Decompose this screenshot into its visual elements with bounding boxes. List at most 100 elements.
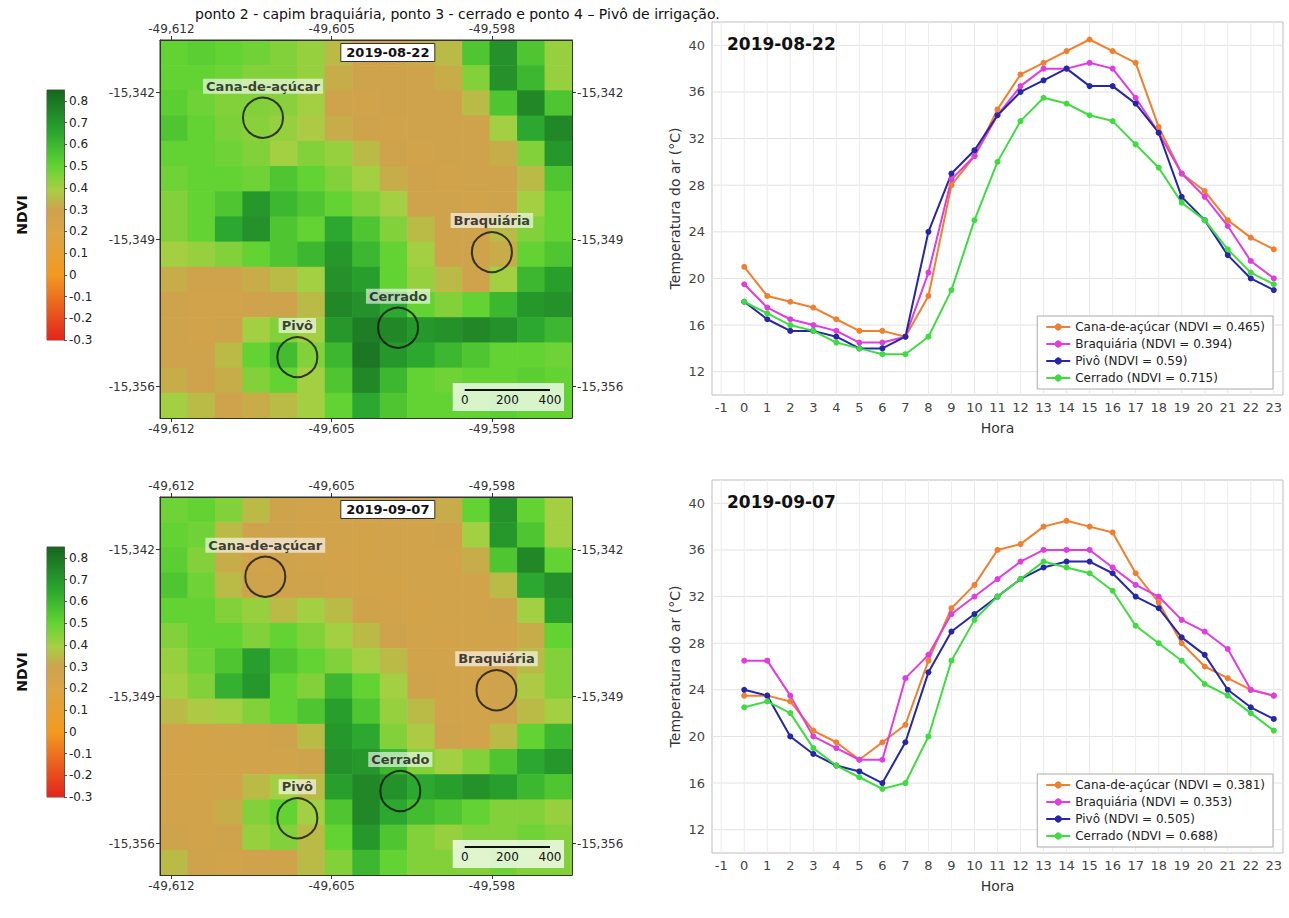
svg-text:Pivô: Pivô <box>282 779 313 794</box>
svg-text:-15,342: -15,342 <box>577 86 623 100</box>
svg-text:2019-09-07: 2019-09-07 <box>346 502 429 517</box>
svg-text:0.4: 0.4 <box>69 638 88 652</box>
svg-text:2019-08-22: 2019-08-22 <box>727 34 836 54</box>
svg-text:-0.2: -0.2 <box>69 311 92 325</box>
svg-text:Hora: Hora <box>981 878 1014 894</box>
svg-text:Cana-de-açúcar (NDVI = 0.381): Cana-de-açúcar (NDVI = 0.381) <box>1075 778 1265 792</box>
svg-text:22: 22 <box>1242 400 1259 415</box>
svg-text:Cana-de-açúcar (NDVI = 0.465): Cana-de-açúcar (NDVI = 0.465) <box>1075 320 1265 334</box>
svg-text:36: 36 <box>688 84 705 99</box>
svg-text:-0.1: -0.1 <box>69 290 92 304</box>
svg-text:Braquiária: Braquiária <box>454 213 531 228</box>
svg-text:1: 1 <box>763 858 771 873</box>
svg-text:200: 200 <box>496 850 519 864</box>
svg-text:22: 22 <box>1242 858 1259 873</box>
svg-text:Temperatura do ar (°C): Temperatura do ar (°C) <box>667 128 683 291</box>
svg-text:-0.3: -0.3 <box>69 333 92 347</box>
svg-text:Temperatura do ar (°C): Temperatura do ar (°C) <box>667 586 683 749</box>
svg-text:-15,356: -15,356 <box>109 380 155 394</box>
svg-text:Braquiária: Braquiária <box>458 651 535 666</box>
svg-text:-15,356: -15,356 <box>577 380 623 394</box>
svg-text:-49,612: -49,612 <box>148 879 194 893</box>
svg-text:15: 15 <box>1081 858 1098 873</box>
svg-text:-49,598: -49,598 <box>469 22 515 36</box>
svg-text:0.3: 0.3 <box>69 660 88 674</box>
svg-text:21: 21 <box>1219 858 1236 873</box>
svg-text:-0.1: -0.1 <box>69 747 92 761</box>
svg-text:-15,342: -15,342 <box>109 86 155 100</box>
svg-text:32: 32 <box>688 131 705 146</box>
svg-text:Cerrado: Cerrado <box>369 289 427 304</box>
svg-text:-1: -1 <box>715 400 728 415</box>
svg-text:-49,612: -49,612 <box>148 479 194 493</box>
svg-text:23: 23 <box>1266 400 1283 415</box>
svg-text:0.7: 0.7 <box>69 573 88 587</box>
svg-text:0.5: 0.5 <box>69 159 88 173</box>
svg-text:13: 13 <box>1035 858 1052 873</box>
svg-text:0: 0 <box>740 858 748 873</box>
svg-text:16: 16 <box>1104 400 1121 415</box>
svg-text:0: 0 <box>461 850 469 864</box>
svg-text:ponto 2 - capim braquiária, po: ponto 2 - capim braquiária, ponto 3 - ce… <box>195 6 720 22</box>
svg-text:Braquiária (NDVI = 0.353): Braquiária (NDVI = 0.353) <box>1075 795 1232 809</box>
svg-text:0.2: 0.2 <box>69 681 88 695</box>
svg-text:9: 9 <box>947 858 955 873</box>
svg-text:-49,605: -49,605 <box>309 879 355 893</box>
svg-text:14: 14 <box>1058 858 1075 873</box>
svg-text:10: 10 <box>966 400 983 415</box>
svg-text:-1: -1 <box>715 858 728 873</box>
svg-text:0.8: 0.8 <box>69 551 88 565</box>
svg-text:-49,612: -49,612 <box>148 22 194 36</box>
svg-text:0.1: 0.1 <box>69 246 88 260</box>
svg-text:-15,349: -15,349 <box>109 233 155 247</box>
svg-text:12: 12 <box>1012 400 1029 415</box>
svg-text:20: 20 <box>688 271 705 286</box>
svg-text:36: 36 <box>688 542 705 557</box>
svg-text:3: 3 <box>809 858 817 873</box>
svg-text:8: 8 <box>924 858 932 873</box>
svg-text:10: 10 <box>966 858 983 873</box>
svg-text:Cerrado (NDVI = 0.715): Cerrado (NDVI = 0.715) <box>1075 371 1218 385</box>
svg-text:Pivô: Pivô <box>282 318 313 333</box>
svg-text:-15,349: -15,349 <box>577 690 623 704</box>
svg-text:Cerrado (NDVI = 0.688): Cerrado (NDVI = 0.688) <box>1075 829 1218 843</box>
svg-text:12: 12 <box>688 364 705 379</box>
svg-text:2019-09-07: 2019-09-07 <box>727 492 836 512</box>
svg-text:400: 400 <box>539 850 562 864</box>
svg-text:21: 21 <box>1219 400 1236 415</box>
svg-text:14: 14 <box>1058 400 1075 415</box>
svg-text:5: 5 <box>855 858 863 873</box>
svg-text:Pivô (NDVI = 0.59): Pivô (NDVI = 0.59) <box>1075 354 1187 368</box>
svg-text:1: 1 <box>763 400 771 415</box>
svg-text:20: 20 <box>1196 858 1213 873</box>
svg-text:-49,605: -49,605 <box>309 422 355 436</box>
svg-text:40: 40 <box>688 38 705 53</box>
svg-text:28: 28 <box>688 178 705 193</box>
svg-text:6: 6 <box>878 400 886 415</box>
svg-text:3: 3 <box>809 400 817 415</box>
svg-text:17: 17 <box>1127 858 1144 873</box>
svg-text:-49,605: -49,605 <box>309 22 355 36</box>
svg-text:20: 20 <box>688 729 705 744</box>
svg-text:0.3: 0.3 <box>69 203 88 217</box>
svg-text:24: 24 <box>688 224 705 239</box>
svg-text:0: 0 <box>69 268 77 282</box>
svg-text:400: 400 <box>539 393 562 407</box>
svg-text:Cana-de-açúcar: Cana-de-açúcar <box>208 538 322 553</box>
svg-text:200: 200 <box>496 393 519 407</box>
svg-text:0.1: 0.1 <box>69 703 88 717</box>
svg-text:0: 0 <box>69 725 77 739</box>
svg-text:-0.2: -0.2 <box>69 768 92 782</box>
svg-text:18: 18 <box>1150 858 1167 873</box>
svg-text:-15,356: -15,356 <box>109 837 155 851</box>
svg-text:18: 18 <box>1150 400 1167 415</box>
svg-text:0.5: 0.5 <box>69 616 88 630</box>
svg-text:Braquiária (NDVI = 0.394): Braquiária (NDVI = 0.394) <box>1075 337 1232 351</box>
svg-text:0.2: 0.2 <box>69 224 88 238</box>
svg-text:-15,349: -15,349 <box>577 233 623 247</box>
svg-text:Hora: Hora <box>981 420 1014 436</box>
svg-text:-49,605: -49,605 <box>309 479 355 493</box>
svg-text:Cana-de-açúcar: Cana-de-açúcar <box>206 79 320 94</box>
svg-text:-15,342: -15,342 <box>577 543 623 557</box>
svg-text:0.6: 0.6 <box>69 137 88 151</box>
